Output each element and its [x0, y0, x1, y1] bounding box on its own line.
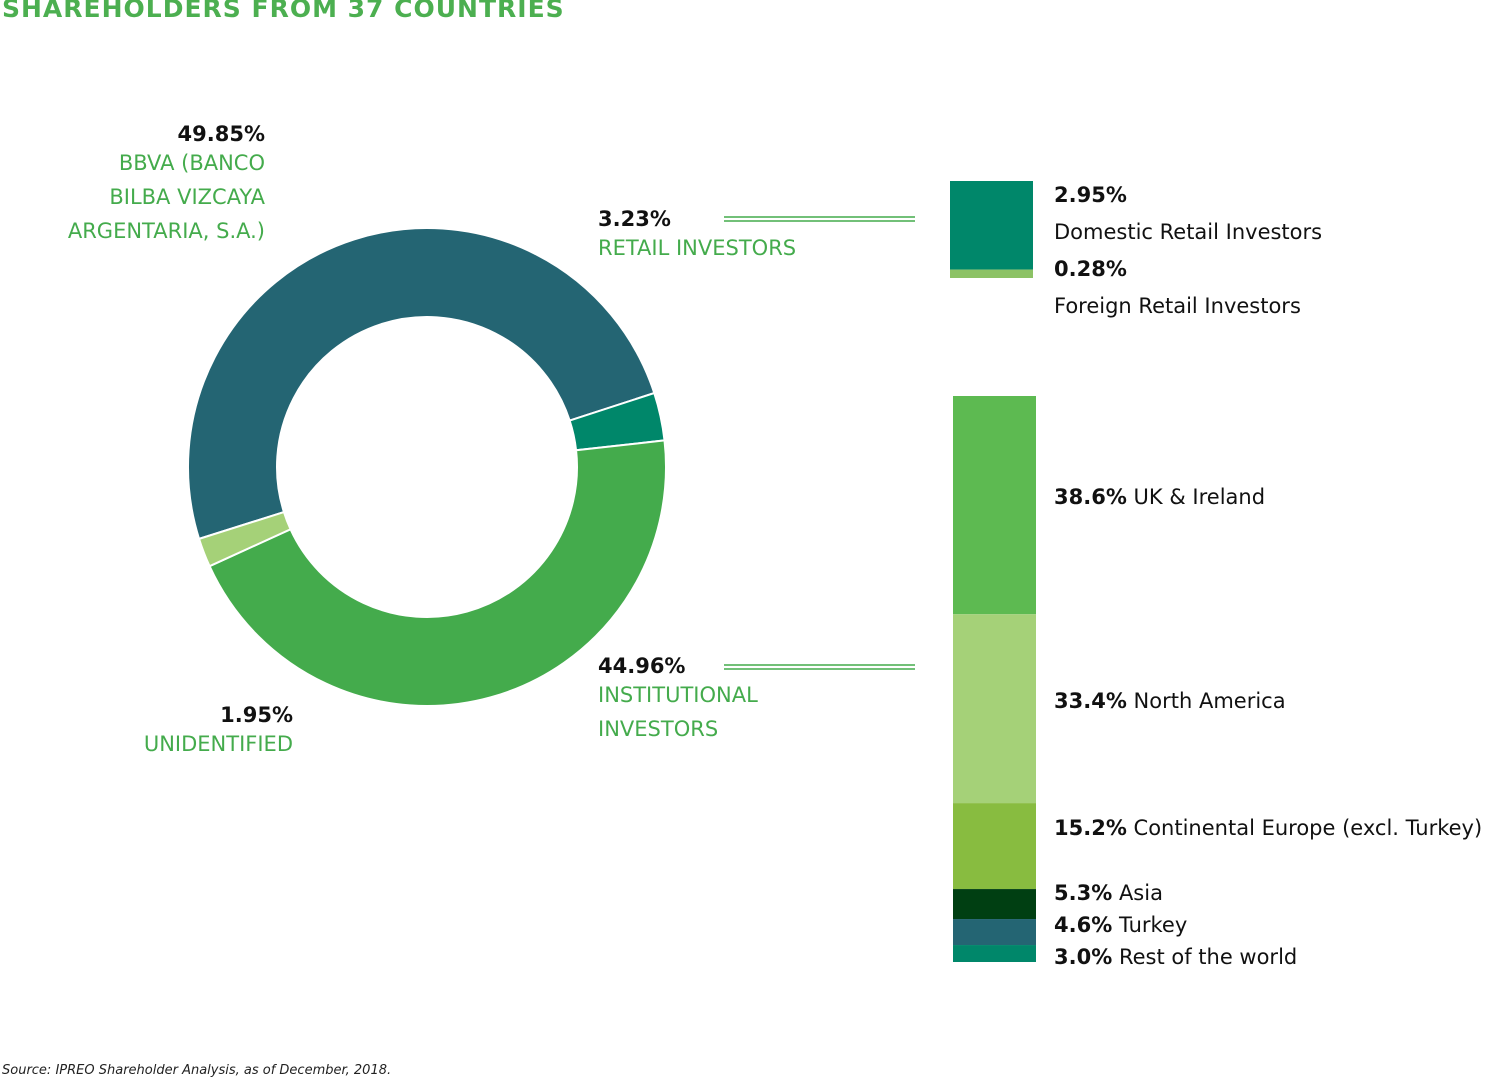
inst-label-continental-europe: Continental Europe (excl. Turkey)	[1133, 816, 1483, 840]
inst-value-turkey: 4.6%	[1054, 913, 1113, 937]
inst-legend-continental-europe: 15.2% Continental Europe (excl. Turkey)	[1054, 816, 1482, 840]
inst-value-rest-of-world: 3.0%	[1054, 945, 1113, 969]
institutional-bar-segment-1	[953, 614, 1036, 804]
donut-slice-bbva	[187, 227, 656, 541]
slice-name-line: INSTITUTIONAL	[598, 683, 758, 707]
inst-legend-asia: 5.3% Asia	[1054, 881, 1163, 905]
inst-legend-turkey: 4.6% Turkey	[1054, 913, 1187, 937]
donut-slice-unidentified	[197, 510, 292, 568]
inst-legend-north-america: 33.4% North America	[1054, 689, 1286, 713]
slice-name-line: ARGENTARIA, S.A.)	[67, 219, 265, 243]
inst-label-uk: UK & Ireland	[1133, 485, 1266, 509]
slice-name-unidentified: UNIDENTIFIED	[144, 727, 293, 761]
institutional-bar-segment-3	[953, 889, 1036, 920]
inst-value-uk: 38.6%	[1054, 485, 1127, 509]
institutional-bar-segment-0	[953, 396, 1036, 615]
slice-name-line: UNIDENTIFIED	[143, 732, 293, 756]
donut-slice-institutional	[208, 439, 667, 707]
institutional-bar-segment-2	[953, 803, 1036, 890]
inst-value-asia: 5.3%	[1054, 881, 1113, 905]
slice-name-line: INVESTORS	[598, 717, 719, 741]
slice-value-institutional: 44.96%	[598, 654, 686, 678]
slice-label-bbva: 49.85% BBVA (BANCO BILBA VIZCAYA ARGENTA…	[68, 122, 265, 248]
inst-legend-uk: 38.6% UK & Ireland	[1054, 485, 1265, 509]
inst-label-asia: Asia	[1118, 881, 1163, 905]
inst-value-north-america: 33.4%	[1054, 689, 1127, 713]
retail-domestic-label: Domestic Retail Investors	[1054, 220, 1323, 244]
retail-foreign-value: 0.28%	[1054, 257, 1127, 281]
institutional-bar-segment-5	[953, 945, 1036, 962]
retail-foreign-label: Foreign Retail Investors	[1054, 294, 1301, 318]
slice-name-line: BBVA (BANCO	[118, 151, 265, 175]
retail-bar-segment-1	[950, 269, 1033, 278]
slice-name-bbva: BBVA (BANCO BILBA VIZCAYA ARGENTARIA, S.…	[68, 146, 265, 248]
institutional-bar-segment-4	[953, 919, 1036, 946]
retail-domestic-value: 2.95%	[1054, 183, 1127, 207]
inst-legend-rest-of-world: 3.0% Rest of the world	[1054, 945, 1297, 969]
slice-name-retail: RETAIL INVESTORS	[598, 231, 796, 265]
inst-label-rest-of-world: Rest of the world	[1118, 945, 1298, 969]
inst-label-north-america: North America	[1133, 689, 1286, 713]
slice-name-line: RETAIL INVESTORS	[598, 236, 797, 260]
inst-value-continental-europe: 15.2%	[1054, 816, 1127, 840]
slice-value-unidentified: 1.95%	[220, 703, 293, 727]
slice-value-retail: 3.23%	[598, 207, 671, 231]
chart-title: SHAREHOLDERS FROM 37 COUNTRIES	[2, 0, 565, 23]
slice-label-retail: 3.23% RETAIL INVESTORS	[598, 207, 796, 265]
retail-bar-segment-0	[950, 181, 1033, 270]
slice-name-line: BILBA VIZCAYA	[109, 185, 265, 209]
slice-label-unidentified: 1.95% UNIDENTIFIED	[144, 703, 293, 761]
slice-name-institutional: INSTITUTIONAL INVESTORS	[598, 678, 758, 746]
slice-value-bbva: 49.85%	[177, 122, 265, 146]
source-note: Source: IPREO Shareholder Analysis, as o…	[2, 1063, 392, 1078]
inst-label-turkey: Turkey	[1118, 913, 1188, 937]
slice-label-institutional: 44.96% INSTITUTIONAL INVESTORS	[598, 654, 758, 746]
